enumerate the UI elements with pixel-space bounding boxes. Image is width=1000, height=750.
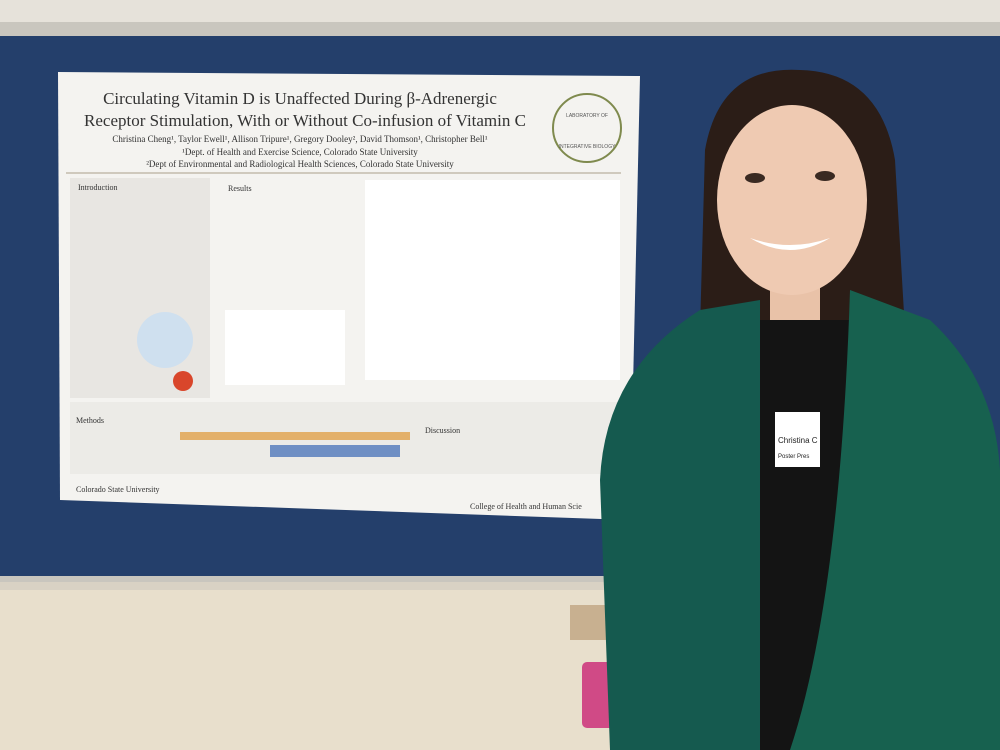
face — [717, 105, 867, 295]
section-heading: Discussion — [425, 426, 460, 435]
eye — [815, 171, 835, 181]
badge-name: Christina C — [778, 436, 818, 445]
authors: Christina Cheng¹, Taylor Ewell¹, Allison… — [112, 134, 488, 144]
title: Circulating Vitamin D is Unaffected Duri… — [103, 89, 497, 108]
ceiling — [0, 0, 1000, 22]
name-badge — [775, 412, 820, 467]
timeline-bar — [180, 432, 410, 440]
smile — [750, 238, 830, 250]
affiliation: ¹Dept. of Health and Exercise Science, C… — [182, 147, 418, 157]
jacket-left — [600, 300, 760, 750]
badge-role: Poster Pres — [778, 454, 809, 460]
section-heading: Introduction — [78, 183, 118, 192]
divider — [66, 172, 621, 174]
jacket-right — [790, 290, 1000, 750]
logo-text: LABORATORY OF — [566, 113, 608, 119]
figure-panel — [365, 180, 620, 380]
desk — [0, 590, 620, 750]
footer: College of Health and Human Scie — [470, 502, 582, 511]
logo — [552, 93, 622, 163]
diagram-dot — [173, 371, 193, 391]
affiliation: ²Dept of Environmental and Radiological … — [146, 159, 454, 169]
logo-text: INTEGRATIVE BIOLOGY — [559, 144, 617, 150]
section-heading: Methods — [76, 416, 104, 425]
eye — [745, 173, 765, 183]
section-heading: Results — [228, 184, 252, 193]
footer: Colorado State University — [76, 485, 160, 494]
intro-panel — [70, 178, 210, 398]
timeline-block — [270, 445, 400, 457]
title: Receptor Stimulation, With or Without Co… — [84, 111, 526, 130]
tube — [570, 605, 610, 640]
figure-small — [225, 310, 345, 385]
diagram — [137, 312, 193, 368]
